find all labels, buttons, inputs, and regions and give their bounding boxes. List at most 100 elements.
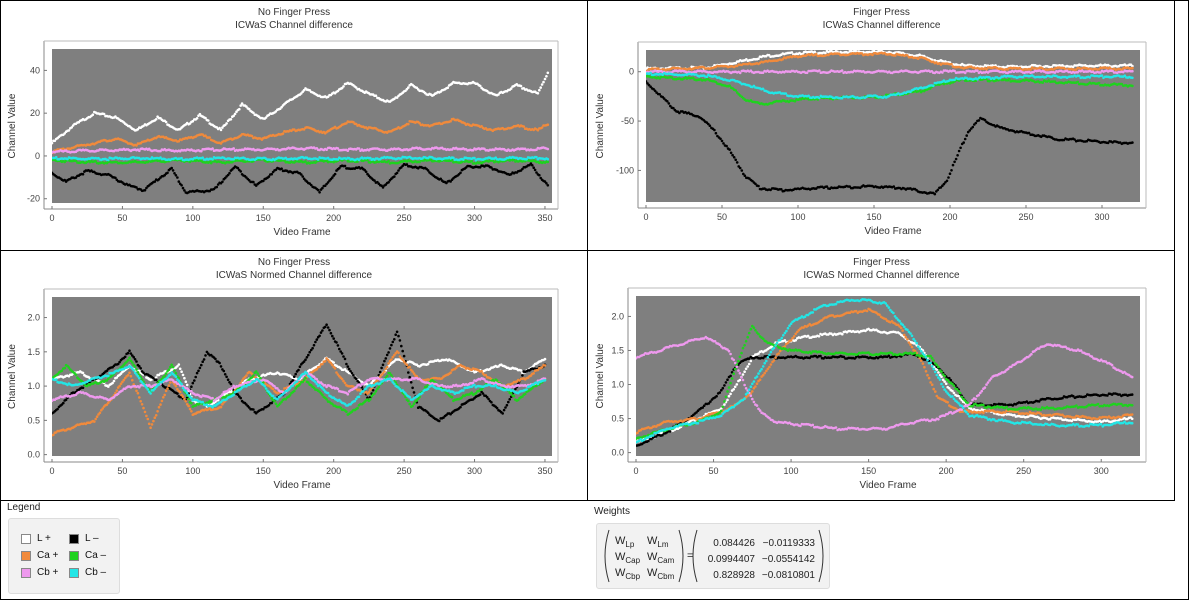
data-point [941, 71, 944, 74]
data-point [818, 69, 821, 72]
data-point [152, 419, 155, 423]
data-point [164, 389, 168, 393]
data-point [840, 69, 844, 72]
data-point [183, 189, 186, 192]
data-point [225, 122, 228, 125]
data-point [160, 399, 164, 403]
data-point [966, 130, 970, 134]
data-point [297, 368, 300, 372]
x-tick-label: 350 [537, 213, 552, 223]
data-point [357, 381, 361, 384]
data-point [146, 417, 150, 421]
data-point [459, 171, 462, 175]
data-point [274, 110, 278, 113]
y-tick-label: 0 [629, 67, 634, 77]
data-point [226, 378, 230, 382]
data-point [343, 164, 347, 168]
data-point [400, 344, 403, 348]
data-point [780, 188, 783, 191]
data-point [128, 371, 131, 375]
data-point [208, 136, 211, 139]
x-tick-label: 100 [185, 213, 200, 223]
series-layer [52, 71, 550, 195]
data-point [438, 419, 441, 423]
data-point [707, 122, 710, 126]
data-point [143, 410, 147, 414]
data-point [173, 172, 176, 175]
data-point [714, 131, 718, 135]
data-point [459, 405, 462, 409]
data-point [509, 87, 513, 90]
data-point [533, 168, 537, 172]
y-tick-label: 0 [35, 151, 40, 161]
data-point [176, 365, 179, 368]
data-point [229, 390, 233, 394]
data-point [331, 176, 334, 179]
data-point [264, 116, 268, 119]
data-point [202, 358, 206, 361]
data-point [957, 149, 961, 153]
data-point [738, 166, 742, 170]
data-point [646, 82, 649, 85]
data-point [963, 71, 967, 75]
data-point [398, 339, 402, 342]
data-point [953, 78, 956, 82]
data-point [138, 365, 141, 368]
data-point [928, 87, 932, 90]
data-point [291, 379, 295, 382]
data-point [280, 167, 283, 170]
data-point [426, 169, 430, 172]
data-point [181, 373, 185, 377]
data-point [126, 373, 130, 377]
data-point [209, 161, 213, 165]
data-point [215, 185, 219, 189]
data-point [545, 75, 548, 78]
data-point [166, 387, 169, 390]
data-point [418, 160, 421, 164]
x-tick-label: 100 [185, 466, 200, 476]
data-point [519, 369, 523, 372]
data-point [407, 371, 410, 374]
data-point [329, 331, 333, 335]
x-tick-label: 300 [467, 213, 482, 223]
data-point [543, 77, 547, 81]
data-point [536, 92, 540, 95]
data-point [407, 122, 410, 126]
data-point [135, 144, 138, 147]
data-point [536, 128, 540, 132]
data-point [346, 365, 350, 368]
data-point [132, 383, 135, 386]
data-point [159, 403, 162, 406]
data-point [180, 370, 183, 374]
data-point [188, 407, 192, 411]
data-point [222, 369, 226, 373]
data-point [1131, 76, 1134, 80]
data-point [194, 375, 197, 379]
data-point [140, 403, 144, 406]
y-tick-label: 20 [30, 108, 40, 118]
data-point [187, 404, 190, 408]
data-point [118, 360, 121, 364]
data-point [950, 62, 953, 66]
data-point [326, 326, 330, 329]
data-point [204, 116, 207, 120]
data-point [338, 166, 341, 170]
data-point [74, 176, 78, 179]
data-point [107, 401, 110, 405]
series-l-minus [52, 162, 550, 195]
data-point [669, 104, 672, 108]
data-point [311, 346, 314, 350]
data-point [381, 186, 385, 189]
data-point [1077, 74, 1081, 78]
data-point [734, 89, 737, 92]
data-point [115, 389, 119, 392]
data-point [394, 333, 398, 337]
data-point [411, 386, 414, 390]
data-point [784, 92, 788, 95]
data-point [670, 76, 674, 79]
series-layer [646, 49, 1134, 196]
data-point [1088, 76, 1092, 79]
data-point [532, 166, 535, 169]
data-point [805, 71, 809, 75]
